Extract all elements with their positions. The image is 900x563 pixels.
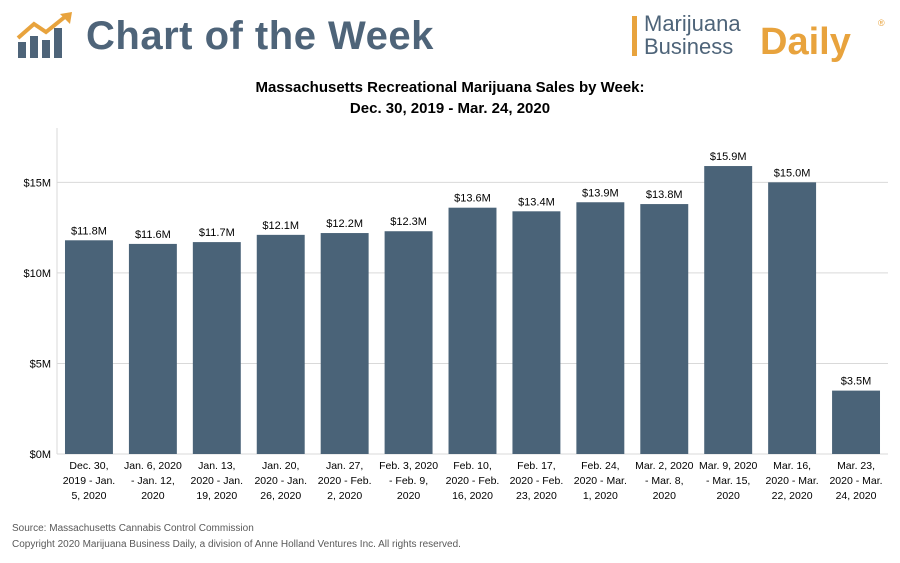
x-tick-label-line: Feb. 24, xyxy=(581,460,620,472)
data-label: $15.9M xyxy=(710,151,747,163)
data-label: $12.3M xyxy=(390,216,427,228)
x-tick-label-line: Jan. 13, xyxy=(198,460,235,472)
copyright-note: Copyright 2020 Marijuana Business Daily,… xyxy=(12,539,461,550)
x-tick-label: Jan. 27, 2020 - Feb. 2, 2020 xyxy=(318,460,372,502)
x-tick-label: Feb. 10, 2020 - Feb. 16, 2020 xyxy=(446,460,500,502)
x-tick-label-line: 2020 xyxy=(141,490,165,502)
data-label: $13.6M xyxy=(454,193,491,205)
bar xyxy=(128,243,177,454)
chart-title: Massachusetts Recreational Marijuana Sal… xyxy=(255,79,645,96)
x-tick-label-line: 2020 - Jan. xyxy=(191,475,244,487)
bar xyxy=(192,242,241,454)
x-tick-label-line: 2020 xyxy=(653,490,677,502)
bar-chart: $0M $5M $10M $15M $11.8M Dec. 30, 2019 - Jan. 5… xyxy=(23,128,888,502)
x-tick-label-line: 24, 2020 xyxy=(836,490,877,502)
x-tick-label-line: 2020 xyxy=(397,490,421,502)
x-tick-label-line: 2020 - Feb. xyxy=(446,475,500,487)
brand-word-daily: Daily xyxy=(760,21,851,63)
chart-subtitle: Dec. 30, 2019 - Mar. 24, 2020 xyxy=(349,100,551,117)
data-label: $12.1M xyxy=(262,220,299,232)
x-tick-label-line: Jan. 20, xyxy=(262,460,299,472)
x-tick-label-line: Jan. 6, 2020 xyxy=(124,460,182,472)
x-tick-label: Feb. 24, 2020 - Mar. 1, 2020 xyxy=(574,460,627,502)
bar-chart-arrow-icon xyxy=(16,12,72,58)
x-tick-label-line: 23, 2020 xyxy=(516,490,557,502)
data-label: $13.9M xyxy=(582,187,619,199)
brand-accent-bar xyxy=(632,16,637,56)
x-tick-label: Feb. 3, 2020 - Feb. 9, 2020 xyxy=(379,460,438,502)
y-tick-label: $15M xyxy=(23,177,51,189)
data-label: $11.7M xyxy=(199,227,235,239)
x-tick-label-line: Feb. 17, xyxy=(517,460,556,472)
bar xyxy=(384,231,433,454)
x-tick-label-line: 5, 2020 xyxy=(71,490,106,502)
x-tick-label-line: 16, 2020 xyxy=(452,490,493,502)
y-tick-label: $5M xyxy=(30,358,51,370)
x-tick-label: Mar. 9, 2020 - Mar. 15, 2020 xyxy=(699,460,758,502)
y-tick-label: $10M xyxy=(23,268,51,280)
brand-registered-mark: ® xyxy=(878,18,885,28)
x-tick-label-line: Mar. 16, xyxy=(773,460,811,472)
x-tick-label-line: 1, 2020 xyxy=(583,490,618,502)
data-label: $15.0M xyxy=(774,167,811,179)
x-tick-label: Jan. 6, 2020 - Jan. 12, 2020 xyxy=(124,460,182,502)
page-title: Chart of the Week xyxy=(86,14,434,58)
x-tick-label-line: 2020 - Feb. xyxy=(510,475,564,487)
bar xyxy=(256,234,305,454)
x-tick-label-line: 2020 - Mar. xyxy=(574,475,627,487)
x-tick-label-line: 2020 - Mar. xyxy=(829,475,882,487)
data-label: $11.8M xyxy=(71,225,107,237)
brand-word-marijuana: Marijuana xyxy=(644,11,741,36)
x-tick-label: Jan. 20, 2020 - Jan. 26, 2020 xyxy=(254,460,307,502)
x-tick-label-line: Dec. 30, xyxy=(69,460,108,472)
bar xyxy=(512,211,561,454)
x-tick-label-line: Mar. 23, xyxy=(837,460,875,472)
bar xyxy=(448,207,497,454)
x-tick-label: Mar. 23, 2020 - Mar. 24, 2020 xyxy=(829,460,882,502)
bar xyxy=(576,202,625,454)
data-label: $3.5M xyxy=(841,376,872,388)
x-tick-label-line: - Feb. 9, xyxy=(389,475,428,487)
x-tick-label-line: Mar. 9, 2020 xyxy=(699,460,758,472)
x-tick-label-line: Mar. 2, 2020 xyxy=(635,460,694,472)
x-tick-label-line: Jan. 27, xyxy=(326,460,363,472)
x-tick-label-line: - Mar. 15, xyxy=(706,475,750,487)
bar xyxy=(640,204,689,454)
x-tick-label-line: 2020 xyxy=(717,490,741,502)
x-tick-label-line: 2020 - Jan. xyxy=(254,475,307,487)
bar xyxy=(768,182,817,455)
data-label: $12.2M xyxy=(326,218,363,230)
brand-logo: Marijuana Business Daily ® xyxy=(632,10,892,66)
x-tick-label: Mar. 2, 2020 - Mar. 8, 2020 xyxy=(635,460,694,502)
x-tick-label: Mar. 16, 2020 - Mar. 22, 2020 xyxy=(766,460,819,502)
x-tick-label: Feb. 17, 2020 - Feb. 23, 2020 xyxy=(510,460,564,502)
brand-word-business: Business xyxy=(644,34,734,59)
x-tick-label-line: 19, 2020 xyxy=(196,490,237,502)
y-tick-label: $0M xyxy=(30,449,51,461)
data-label: $13.4M xyxy=(518,196,555,208)
bar xyxy=(64,240,113,454)
x-tick-label-line: 2020 - Feb. xyxy=(318,475,372,487)
x-tick-label-line: - Mar. 8, xyxy=(645,475,684,487)
x-tick-label-line: 22, 2020 xyxy=(772,490,813,502)
header: Chart of the Week Marijuana Business Dai… xyxy=(0,0,900,70)
x-tick-label-line: 2019 - Jan. xyxy=(63,475,116,487)
bar xyxy=(832,390,881,454)
x-tick-label-line: Feb. 10, xyxy=(453,460,492,472)
bar xyxy=(704,166,753,454)
x-tick-label-line: - Jan. 12, xyxy=(131,475,175,487)
x-tick-label-line: 2, 2020 xyxy=(327,490,362,502)
source-note: Source: Massachusetts Cannabis Control C… xyxy=(12,523,254,534)
x-tick-label-line: 26, 2020 xyxy=(260,490,301,502)
x-tick-label-line: Feb. 3, 2020 xyxy=(379,460,438,472)
bar xyxy=(320,233,369,454)
data-label: $11.6M xyxy=(135,229,171,241)
x-tick-label: Dec. 30, 2019 - Jan. 5, 2020 xyxy=(63,460,116,502)
data-label: $13.8M xyxy=(646,189,683,201)
x-tick-label-line: 2020 - Mar. xyxy=(766,475,819,487)
x-tick-label: Jan. 13, 2020 - Jan. 19, 2020 xyxy=(191,460,244,502)
